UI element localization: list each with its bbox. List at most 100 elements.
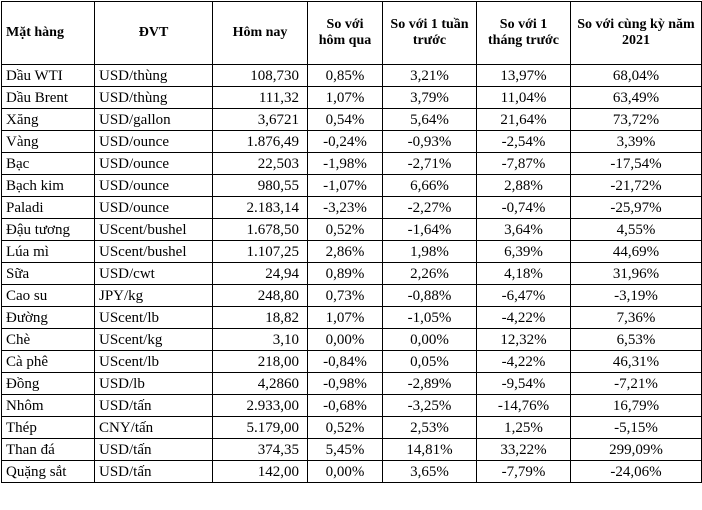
today-cell: 374,35 [212,438,308,461]
table-row: Cao su JPY/kg 248,80 0,73% -0,88% -6,47% -3,19… [1,284,702,307]
commodity-cell: Đậu tương [1,218,95,241]
vs-week-cell: -0,88% [382,284,477,307]
header-vs-year: So với cùng kỳ năm 2021 [570,1,702,65]
vs-year-cell: -21,72% [570,174,702,197]
commodity-cell: Nhôm [1,394,95,417]
today-cell: 22,503 [212,152,308,175]
commodity-cell: Dầu Brent [1,86,95,109]
vs-month-cell: -4,22% [476,350,571,373]
vs-yesterday-cell: -0,98% [307,372,383,395]
table-row: Bạc USD/ounce 22,503 -1,98% -2,71% -7,87% -17,… [1,152,702,175]
vs-week-cell: -3,25% [382,394,477,417]
vs-week-cell: -1,64% [382,218,477,241]
vs-month-cell: -2,54% [476,130,571,153]
commodity-cell: Than đá [1,438,95,461]
commodity-cell: Cà phê [1,350,95,373]
vs-yesterday-cell: 0,89% [307,262,383,285]
vs-month-cell: -9,54% [476,372,571,395]
unit-cell: USD/tấn [94,460,213,483]
vs-month-cell: 21,64% [476,108,571,131]
table-row: Bạch kim USD/ounce 980,55 -1,07% 6,66% 2,88% -… [1,174,702,197]
commodity-cell: Đồng [1,372,95,395]
vs-year-cell: 4,55% [570,218,702,241]
vs-year-cell: 7,36% [570,306,702,329]
today-cell: 218,00 [212,350,308,373]
vs-year-cell: 63,49% [570,86,702,109]
vs-month-cell: -6,47% [476,284,571,307]
commodity-price-table: Mặt hàng ĐVT Hôm nay So với hôm qua So v… [1,1,702,483]
table-row: Xăng USD/gallon 3,6721 0,54% 5,64% 21,64% 73,7… [1,108,702,131]
table-row: Lúa mì UScent/bushel 1.107,25 2,86% 1,98% 6,3… [1,240,702,263]
unit-cell: USD/thùng [94,86,213,109]
vs-month-cell: -7,87% [476,152,571,175]
vs-yesterday-cell: -1,07% [307,174,383,197]
today-cell: 2.183,14 [212,196,308,219]
vs-month-cell: 12,32% [476,328,571,351]
vs-month-cell: -4,22% [476,306,571,329]
unit-cell: UScent/kg [94,328,213,351]
vs-yesterday-cell: 2,86% [307,240,383,263]
today-cell: 980,55 [212,174,308,197]
unit-cell: USD/ounce [94,196,213,219]
header-unit: ĐVT [94,1,213,65]
header-vs-week: So với 1 tuần trước [382,1,477,65]
vs-week-cell: 3,79% [382,86,477,109]
vs-yesterday-cell: 0,52% [307,218,383,241]
vs-week-cell: 0,00% [382,328,477,351]
vs-month-cell: 3,64% [476,218,571,241]
vs-week-cell: 2,53% [382,416,477,439]
unit-cell: UScent/lb [94,306,213,329]
vs-week-cell: -1,05% [382,306,477,329]
today-cell: 2.933,00 [212,394,308,417]
vs-yesterday-cell: 0,00% [307,328,383,351]
table-header: Mặt hàng ĐVT Hôm nay So với hôm qua So v… [1,1,702,65]
vs-month-cell: 33,22% [476,438,571,461]
unit-cell: USD/thùng [94,64,213,87]
today-cell: 24,94 [212,262,308,285]
vs-month-cell: 2,88% [476,174,571,197]
commodity-cell: Chè [1,328,95,351]
today-cell: 3,6721 [212,108,308,131]
table-row: Sữa USD/cwt 24,94 0,89% 2,26% 4,18% 31,96% [1,262,702,285]
unit-cell: UScent/bushel [94,218,213,241]
today-cell: 1.678,50 [212,218,308,241]
vs-week-cell: 2,26% [382,262,477,285]
today-cell: 111,32 [212,86,308,109]
vs-yesterday-cell: -0,84% [307,350,383,373]
table-row: Đậu tương UScent/bushel 1.678,50 0,52% -1,64… [1,218,702,241]
vs-week-cell: -2,71% [382,152,477,175]
vs-yesterday-cell: 0,73% [307,284,383,307]
vs-month-cell: -0,74% [476,196,571,219]
vs-yesterday-cell: 0,85% [307,64,383,87]
vs-year-cell: -7,21% [570,372,702,395]
commodity-cell: Paladi [1,196,95,219]
vs-yesterday-cell: -0,68% [307,394,383,417]
header-today: Hôm nay [212,1,308,65]
unit-cell: USD/ounce [94,174,213,197]
today-cell: 4,2860 [212,372,308,395]
vs-year-cell: 299,09% [570,438,702,461]
vs-yesterday-cell: 0,54% [307,108,383,131]
vs-month-cell: 6,39% [476,240,571,263]
vs-week-cell: 5,64% [382,108,477,131]
table-row: Paladi USD/ounce 2.183,14 -3,23% -2,27% -0,74… [1,196,702,219]
unit-cell: USD/lb [94,372,213,395]
vs-year-cell: 16,79% [570,394,702,417]
unit-cell: USD/ounce [94,152,213,175]
vs-year-cell: -25,97% [570,196,702,219]
vs-yesterday-cell: 0,00% [307,460,383,483]
commodity-cell: Sữa [1,262,95,285]
commodity-cell: Thép [1,416,95,439]
vs-yesterday-cell: 1,07% [307,306,383,329]
today-cell: 18,82 [212,306,308,329]
today-cell: 142,00 [212,460,308,483]
table-row: Đồng USD/lb 4,2860 -0,98% -2,89% -9,54% -7,21% [1,372,702,395]
header-row: Mặt hàng ĐVT Hôm nay So với hôm qua So v… [1,1,702,65]
commodity-cell: Xăng [1,108,95,131]
commodity-cell: Lúa mì [1,240,95,263]
today-cell: 3,10 [212,328,308,351]
vs-year-cell: 3,39% [570,130,702,153]
unit-cell: UScent/bushel [94,240,213,263]
table-row: Than đá USD/tấn 374,35 5,45% 14,81% 33,22% 299… [1,438,702,461]
vs-week-cell: 6,66% [382,174,477,197]
